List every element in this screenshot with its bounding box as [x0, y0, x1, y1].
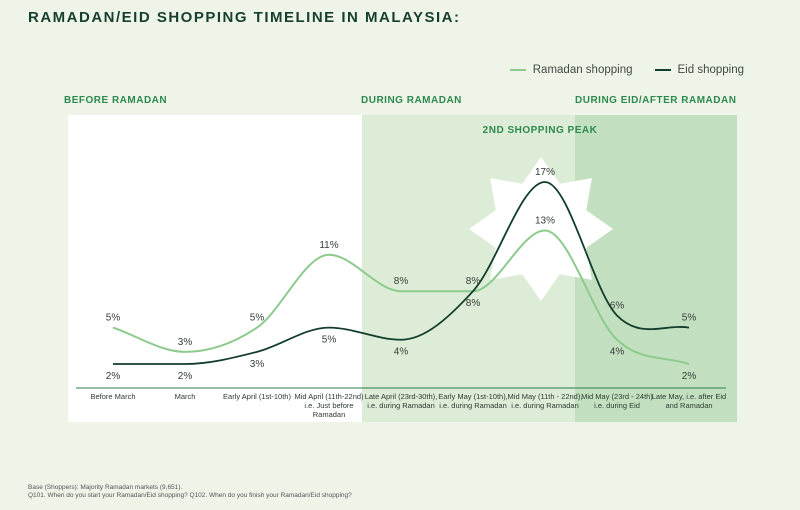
chart-title: RAMADAN/EID SHOPPING TIMELINE IN MALAYSI…	[28, 9, 461, 26]
x-tick-label: Mid May (11th - 22nd), i.e. during Ramad…	[507, 392, 583, 410]
phase-label-after-ramadan: DURING EID/AFTER RAMADAN	[575, 95, 737, 106]
x-tick-label: Mid April (11th-22nd) i.e. Just before R…	[294, 392, 364, 419]
before-ramadan-panel	[68, 115, 362, 422]
legend-label-eid: Eid shopping	[677, 64, 745, 76]
eid-data-label: 3%	[250, 359, 265, 370]
ramadan-data-label: 11%	[319, 240, 338, 251]
eid-data-label: 4%	[394, 347, 409, 358]
legend-item-ramadan: Ramadan shopping	[509, 64, 633, 76]
ramadan-data-label: 3%	[178, 337, 193, 348]
legend-swatch-eid	[654, 69, 671, 71]
eid-shopping-line	[113, 181, 690, 365]
x-tick-label: Late May, i.e. after Eid and Ramadan	[651, 392, 727, 410]
x-tick-label: Early April (1st-10th)	[223, 392, 291, 401]
x-tick-label: Mid May (23rd - 24th) i.e. during Eid	[581, 392, 653, 410]
legend-swatch-ramadan	[509, 69, 526, 71]
x-tick-label: Early May (1st-10th), i.e. during Ramada…	[438, 392, 508, 410]
legend-label-ramadan: Ramadan shopping	[532, 64, 633, 76]
ramadan-shopping-line	[112, 229, 690, 365]
ramadan-data-label: 2%	[682, 371, 697, 382]
eid-data-label: 2%	[178, 371, 193, 382]
eid-data-label: 5%	[682, 313, 697, 324]
x-tick-label: Late April (23rd-30th), i.e. during Rama…	[364, 392, 438, 410]
x-tick-label: Before March	[90, 392, 136, 401]
after-ramadan-panel	[575, 115, 737, 422]
footnote: Base (Shoppers): Majority Ramadan market…	[28, 484, 352, 500]
eid-data-label: 17%	[535, 167, 555, 178]
ramadan-data-label: 13%	[535, 216, 555, 227]
footnote-questions: Q101. When do you start your Ramadan/Eid…	[28, 492, 352, 499]
ramadan-data-label: 8%	[466, 276, 481, 287]
ramadan-data-label: 4%	[610, 347, 625, 358]
ramadan-data-label: 8%	[394, 276, 409, 287]
phase-label-before-ramadan: BEFORE RAMADAN	[64, 95, 168, 106]
footnote-base: Base (Shoppers): Majority Ramadan market…	[28, 484, 183, 491]
eid-data-label: 8%	[466, 298, 481, 309]
peak-label: 2ND SHOPPING PEAK	[483, 125, 598, 136]
legend: Ramadan shopping Eid shopping	[509, 64, 745, 76]
ramadan-data-label: 5%	[250, 313, 265, 324]
legend-item-eid: Eid shopping	[654, 64, 745, 76]
peak-star-shape	[469, 157, 613, 301]
eid-data-label: 5%	[322, 335, 337, 346]
phase-label-during-ramadan: DURING RAMADAN	[361, 95, 462, 106]
eid-data-label: 6%	[610, 300, 625, 311]
ramadan-data-label: 5%	[106, 313, 121, 324]
x-tick-label: March	[174, 392, 196, 401]
eid-data-label: 2%	[106, 371, 121, 382]
